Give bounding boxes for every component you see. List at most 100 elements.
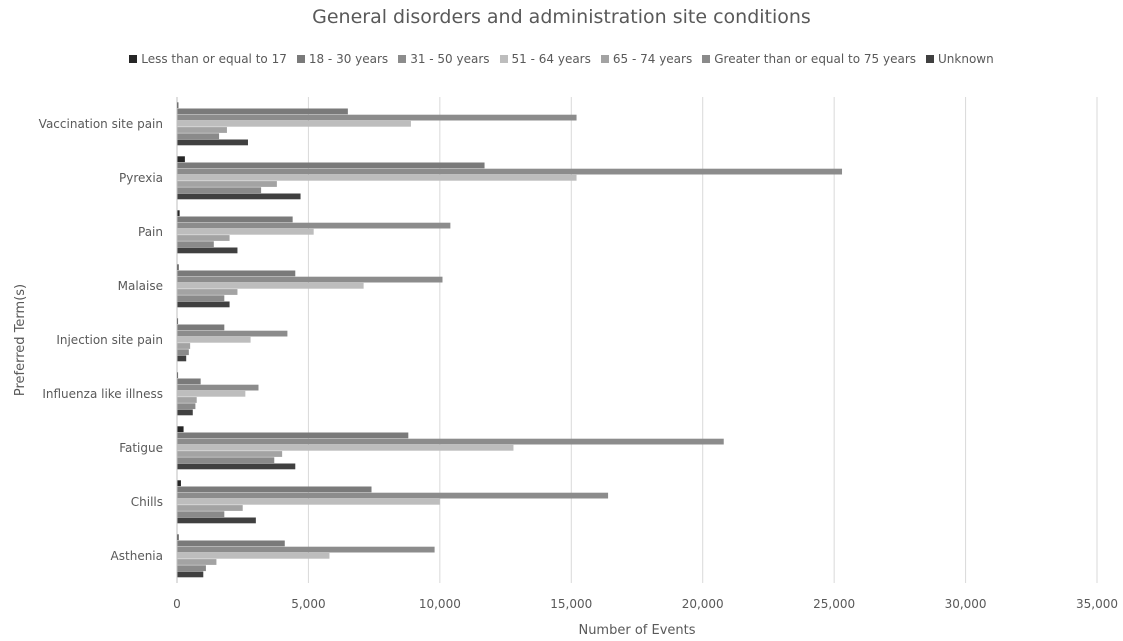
bar-pyrexia-unknown: [177, 193, 301, 200]
bar-chills-18-30-years: [177, 486, 372, 493]
bar-pyrexia-31-50-years: [177, 168, 843, 175]
bar-pyrexia-less-than-or-equal-to-17: [177, 156, 185, 163]
y-tick-label: Malaise: [118, 279, 163, 293]
bar-injection-site-pain-unknown: [177, 355, 187, 362]
legend-swatch: [129, 55, 138, 63]
bar-chills-51-64-years: [177, 498, 440, 505]
y-tick-label: Pyrexia: [119, 171, 163, 185]
bar-malaise-51-64-years: [177, 282, 364, 289]
y-tick-labels: Vaccination site pain Pyrexia Pain Malaise I…: [39, 117, 163, 563]
bar-pyrexia-18-30-years: [177, 162, 485, 169]
bar-pain-65-74-years: [177, 235, 230, 241]
bar-malaise-unknown: [177, 301, 230, 308]
legend-swatch: [296, 55, 305, 63]
bar-malaise-18-30-years: [177, 270, 296, 277]
bar-vaccination-site-pain-greater-than-or-equal-to-75-years: [177, 133, 220, 140]
legend-label: 51 - 64 years: [511, 52, 591, 66]
legend-label: 18 - 30 years: [308, 52, 389, 66]
legend-label: Unknown: [938, 52, 994, 66]
legend-swatch: [499, 55, 508, 63]
bar-chills-greater-than-or-equal-to-75-years: [177, 511, 225, 518]
legend-swatch: [702, 55, 711, 63]
bar-pain-31-50-years: [177, 222, 451, 229]
bar-vaccination-site-pain-less-than-or-equal-to-17: [177, 102, 179, 109]
x-tick-label: 0: [173, 597, 181, 611]
bar-asthenia-65-74-years: [177, 559, 217, 565]
y-tick-label: Chills: [131, 495, 163, 509]
y-tick-label: Fatigue: [119, 441, 163, 455]
legend-swatch: [600, 55, 609, 63]
x-tick-label: 25,000: [813, 597, 855, 611]
legend-item-less-than-or-equal-to-17: Less than or equal to 17: [129, 52, 287, 66]
bar-chills-less-than-or-equal-to-17: [177, 480, 181, 487]
bar-pain-less-than-or-equal-to-17: [177, 210, 180, 217]
x-tick-label: 10,000: [419, 597, 461, 611]
bar-influenza-like-illness-65-74-years: [177, 397, 197, 403]
bar-fatigue-greater-than-or-equal-to-75-years: [177, 457, 275, 464]
bar-injection-site-pain-65-74-years: [177, 343, 191, 349]
bar-influenza-like-illness-18-30-years: [177, 378, 201, 385]
y-tick-label: Injection site pain: [56, 333, 163, 347]
bar-pyrexia-greater-than-or-equal-to-75-years: [177, 187, 262, 194]
chart-title: General disorders and administration sit…: [312, 6, 811, 28]
bar-vaccination-site-pain-31-50-years: [177, 114, 577, 121]
bar-fatigue-65-74-years: [177, 451, 283, 457]
legend-item-65-74-years: 65 - 74 years: [600, 52, 693, 66]
legend-item-31-50-years: 31 - 50 years: [398, 52, 490, 66]
bar-pain-unknown: [177, 247, 238, 254]
bar-malaise-65-74-years: [177, 289, 238, 295]
bar-injection-site-pain-51-64-years: [177, 336, 251, 343]
bar-vaccination-site-pain-18-30-years: [177, 108, 348, 115]
legend-swatch: [926, 55, 935, 63]
legend-item-unknown: Unknown: [926, 52, 994, 66]
legend-item-51-64-years: 51 - 64 years: [499, 52, 591, 66]
legend-label: 31 - 50 years: [410, 52, 490, 66]
bar-pain-greater-than-or-equal-to-75-years: [177, 241, 214, 248]
bar-asthenia-31-50-years: [177, 546, 435, 553]
y-axis-title: Preferred Term(s): [13, 284, 28, 396]
bar-vaccination-site-pain-unknown: [177, 139, 248, 146]
legend-swatch: [398, 55, 407, 63]
y-tick-label: Asthenia: [111, 549, 163, 563]
y-tick-label: Vaccination site pain: [39, 117, 163, 131]
bar-malaise-greater-than-or-equal-to-75-years: [177, 295, 225, 302]
bar-asthenia-unknown: [177, 571, 204, 578]
x-tick-label: 20,000: [682, 597, 724, 611]
bar-influenza-like-illness-51-64-years: [177, 390, 246, 397]
y-tick-label: Pain: [138, 225, 163, 239]
bar-pain-18-30-years: [177, 216, 293, 223]
bar-fatigue-unknown: [177, 463, 296, 470]
bar-fatigue-18-30-years: [177, 432, 409, 439]
y-tick-label: Influenza like illness: [42, 387, 163, 401]
bar-influenza-like-illness-31-50-years: [177, 384, 259, 391]
bars: [177, 102, 843, 578]
bar-fatigue-51-64-years: [177, 444, 514, 451]
bar-vaccination-site-pain-51-64-years: [177, 120, 411, 127]
bar-pyrexia-51-64-years: [177, 174, 577, 181]
legend-item-greater-than-or-equal-to-75-years: Greater than or equal to 75 years: [702, 52, 916, 66]
bar-influenza-like-illness-less-than-or-equal-to-17: [177, 372, 179, 379]
bar-injection-site-pain-less-than-or-equal-to-17: [177, 318, 179, 325]
bar-chills-31-50-years: [177, 492, 609, 499]
bar-vaccination-site-pain-65-74-years: [177, 127, 227, 133]
legend-label: 65 - 74 years: [612, 52, 693, 66]
legend-label: Less than or equal to 17: [141, 52, 287, 66]
bar-malaise-less-than-or-equal-to-17: [177, 264, 179, 271]
legend-item-18-30-years: 18 - 30 years: [296, 52, 389, 66]
bar-malaise-31-50-years: [177, 276, 443, 283]
legend: Less than or equal to 17 18 - 30 years 31 …: [0, 52, 1123, 66]
bar-injection-site-pain-18-30-years: [177, 324, 225, 331]
bar-fatigue-31-50-years: [177, 438, 724, 445]
bar-pain-51-64-years: [177, 228, 314, 235]
bar-asthenia-less-than-or-equal-to-17: [177, 534, 179, 541]
bar-injection-site-pain-31-50-years: [177, 330, 288, 337]
bar-injection-site-pain-greater-than-or-equal-to-75-years: [177, 349, 189, 356]
bar-pyrexia-65-74-years: [177, 181, 277, 187]
bar-fatigue-less-than-or-equal-to-17: [177, 426, 184, 433]
legend-label: Greater than or equal to 75 years: [714, 52, 917, 66]
bar-chills-unknown: [177, 517, 256, 524]
bar-asthenia-18-30-years: [177, 540, 285, 547]
x-tick-label: 35,000: [1076, 597, 1118, 611]
bar-asthenia-greater-than-or-equal-to-75-years: [177, 565, 206, 572]
